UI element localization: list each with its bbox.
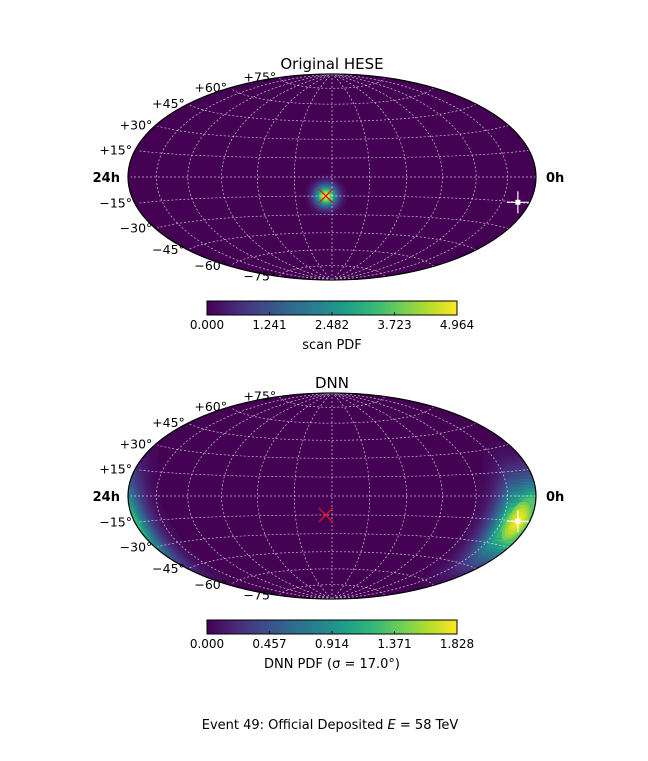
dec-label-plus60: +60° bbox=[194, 80, 227, 95]
dec-gridline bbox=[188, 422, 477, 441]
reco-direction-marker bbox=[506, 191, 529, 214]
dec-label-minus60: −60° bbox=[194, 258, 227, 273]
ra-label-left: 24h bbox=[93, 490, 120, 505]
sky-map-panel: Original HESE +75° +60° +45° +30° +15° −… bbox=[93, 55, 565, 353]
reco-marker-dot bbox=[515, 518, 521, 524]
dec-label-minus15: −15° bbox=[99, 196, 132, 211]
colorbar-tick-label: 4.964 bbox=[440, 318, 474, 332]
ra-gridline bbox=[156, 74, 333, 280]
coordinate-grid bbox=[130, 74, 536, 280]
ra-gridline bbox=[331, 393, 371, 599]
colorbar: 0.000 1.241 2.482 3.723 4.964 scan PDF bbox=[190, 300, 474, 353]
ra-gridline bbox=[293, 393, 333, 599]
dec-label-plus75: +75° bbox=[244, 70, 277, 85]
dec-gridline bbox=[157, 125, 509, 140]
colorbar-tick-label: 0.000 bbox=[190, 318, 224, 332]
dec-label-minus75: −75° bbox=[244, 588, 277, 603]
dec-label-plus60: +60° bbox=[194, 399, 227, 414]
dec-label-minus45: −45° bbox=[152, 242, 185, 257]
ra-gridline bbox=[331, 393, 443, 599]
true-direction-marker bbox=[318, 507, 334, 523]
dec-gridline bbox=[137, 195, 530, 205]
dec-label-plus15: +15° bbox=[99, 142, 132, 157]
dec-label-minus60: −60° bbox=[194, 577, 227, 592]
ra-label-left: 24h bbox=[93, 171, 120, 186]
dec-gridline bbox=[157, 214, 509, 229]
colorbar: 0.000 0.457 0.914 1.371 1.828 DNN PDF (σ… bbox=[190, 619, 474, 672]
dec-gridline bbox=[157, 533, 509, 548]
map-title: DNN bbox=[315, 374, 349, 392]
ra-gridline bbox=[156, 393, 333, 599]
ra-gridline bbox=[331, 74, 443, 280]
dec-label-plus30: +30° bbox=[120, 118, 153, 133]
ra-label-right: 0h bbox=[546, 490, 564, 505]
ra-gridline bbox=[221, 74, 333, 280]
ra-gridline bbox=[293, 74, 333, 280]
dec-label-minus45: −45° bbox=[152, 561, 185, 576]
colorbar-label: scan PDF bbox=[302, 338, 362, 353]
reco-marker-dot bbox=[515, 199, 521, 205]
dec-label-minus30: −30° bbox=[120, 221, 153, 236]
colorbar-tick-label: 2.482 bbox=[315, 318, 349, 332]
dec-gridline bbox=[279, 396, 386, 408]
caption-unit: TeV bbox=[431, 718, 458, 733]
dec-gridline bbox=[279, 265, 386, 277]
true-direction-marker bbox=[318, 188, 334, 204]
colorbar-ticks: 0.000 0.457 0.914 1.371 1.828 bbox=[190, 631, 474, 651]
dec-gridline bbox=[230, 568, 435, 586]
dec-label-minus15: −15° bbox=[99, 515, 132, 530]
coordinate-grid bbox=[130, 393, 536, 599]
caption-equals: = bbox=[396, 718, 415, 733]
dec-label-plus45: +45° bbox=[152, 415, 185, 430]
dec-label-plus45: +45° bbox=[152, 96, 185, 111]
dec-label-plus30: +30° bbox=[120, 437, 153, 452]
true-marker-stroke bbox=[318, 188, 334, 204]
declination-labels: +75° +60° +45° +30° +15° −15° −30° −45° … bbox=[99, 70, 276, 284]
caption-prefix: Event 49: Official Deposited bbox=[202, 718, 388, 733]
declination-labels: +75° +60° +45° +30° +15° −15° −30° −45° … bbox=[99, 389, 276, 603]
ra-gridline bbox=[331, 74, 508, 280]
reco-direction-marker bbox=[506, 510, 529, 533]
ra-gridline bbox=[331, 393, 508, 599]
colorbar-tick-label: 3.723 bbox=[377, 318, 411, 332]
colorbar-label: DNN PDF (σ = 17.0°) bbox=[264, 657, 400, 672]
colorbar-tick-label: 1.371 bbox=[377, 637, 411, 651]
dec-gridline bbox=[279, 584, 386, 596]
dec-gridline bbox=[230, 406, 435, 424]
dec-gridline bbox=[230, 249, 435, 267]
map-title: Original HESE bbox=[280, 55, 383, 73]
sky-outline bbox=[127, 73, 537, 281]
colorbar-tick-label: 0.457 bbox=[252, 637, 286, 651]
ra-gridline bbox=[221, 393, 333, 599]
caption-variable: E bbox=[388, 718, 397, 733]
dec-label-plus75: +75° bbox=[244, 389, 277, 404]
colorbar-tick-label: 0.000 bbox=[190, 637, 224, 651]
dec-label-minus30: −30° bbox=[120, 540, 153, 555]
dec-gridline bbox=[157, 444, 509, 459]
true-marker-stroke bbox=[318, 507, 334, 523]
ra-label-right: 0h bbox=[546, 171, 564, 186]
colorbar-tick-label: 1.241 bbox=[252, 318, 286, 332]
dec-label-minus75: −75° bbox=[244, 269, 277, 284]
dec-gridline bbox=[137, 514, 530, 524]
dec-gridline bbox=[137, 149, 530, 159]
sky-outline bbox=[127, 392, 537, 600]
colorbar-tick-label: 0.914 bbox=[315, 637, 349, 651]
figure-caption: Event 49: Official Deposited E = 58 TeV bbox=[202, 718, 459, 733]
dec-gridline bbox=[279, 77, 386, 89]
colorbar-tick-label: 1.828 bbox=[440, 637, 474, 651]
caption-value: 58 bbox=[415, 718, 432, 733]
ra-gridline bbox=[331, 74, 371, 280]
colorbar-ticks: 0.000 1.241 2.482 3.723 4.964 bbox=[190, 312, 474, 332]
dec-gridline bbox=[188, 103, 477, 122]
dec-label-plus15: +15° bbox=[99, 461, 132, 476]
sky-map-panel: DNN +75° +60° +45° +30° +15° −15° −30° −… bbox=[93, 374, 565, 672]
dec-gridline bbox=[137, 468, 530, 478]
dec-gridline bbox=[230, 87, 435, 105]
